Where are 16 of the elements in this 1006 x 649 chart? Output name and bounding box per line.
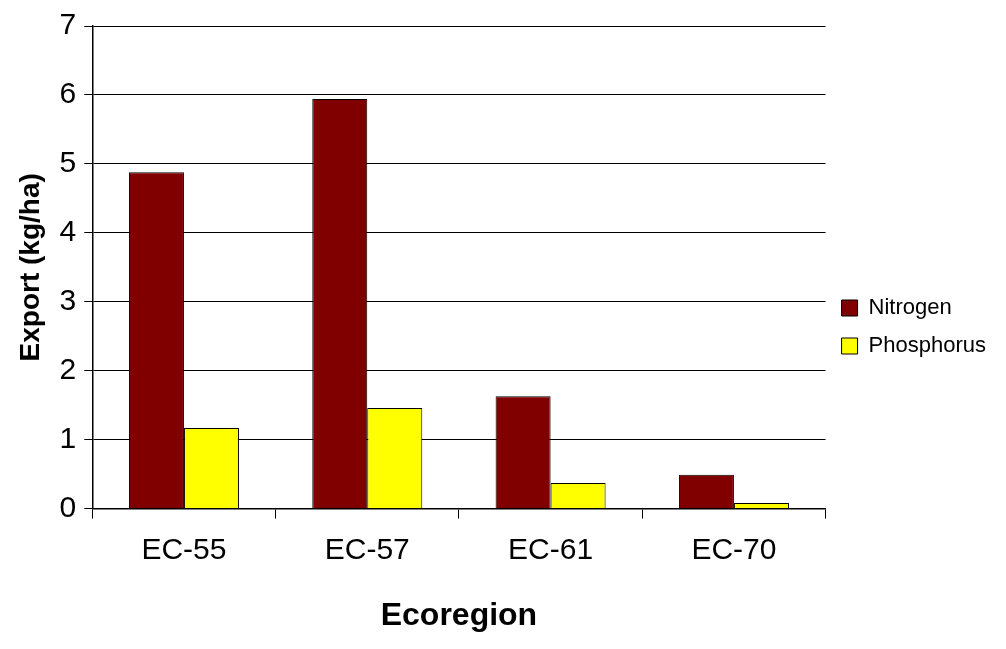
- y-axis-title: Export (kg/ha): [13, 173, 45, 362]
- y-tick-label: 0: [59, 489, 77, 523]
- legend-label: Phosphorus: [868, 332, 987, 358]
- y-tick-label: 3: [59, 283, 77, 317]
- y-tick-label: 2: [59, 351, 77, 385]
- x-axis-title: Ecoregion: [380, 595, 538, 632]
- x-tick-label: EC-61: [508, 531, 594, 565]
- x-tick-label: EC-55: [141, 531, 227, 565]
- x-tick-label: EC-57: [324, 531, 410, 565]
- y-tick-label: 1: [59, 420, 77, 454]
- y-tick-label: 5: [59, 145, 77, 179]
- y-tick-label: 6: [59, 76, 77, 110]
- legend-label: Nitrogen: [868, 294, 952, 320]
- y-tick-label: 4: [59, 214, 77, 248]
- x-tick-label: EC-70: [691, 531, 777, 565]
- y-tick-label: 7: [59, 7, 77, 41]
